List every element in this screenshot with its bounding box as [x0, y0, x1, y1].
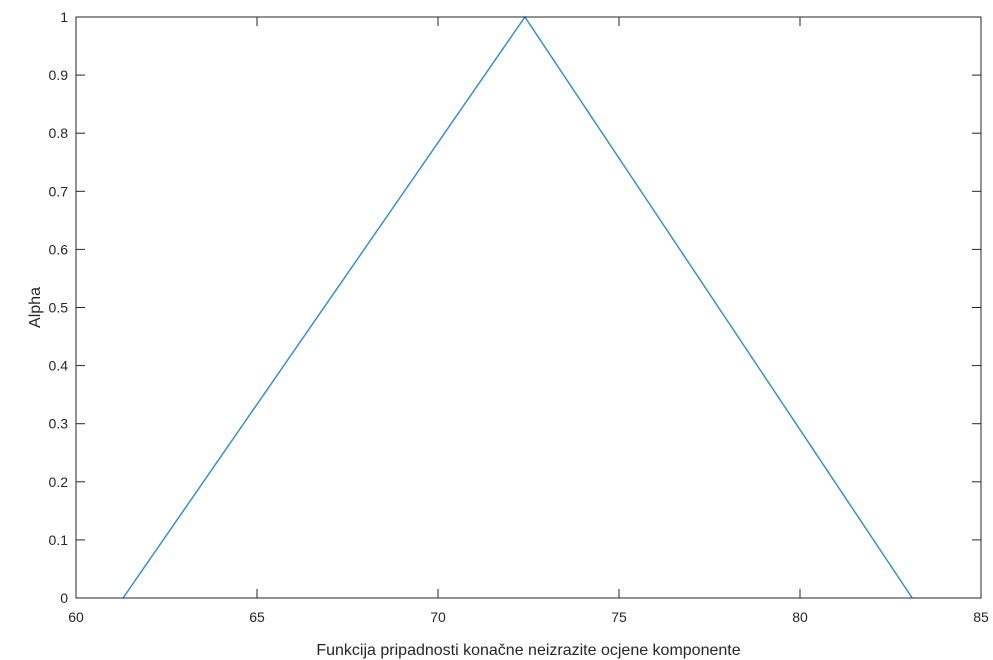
y-tick-label: 0.8 [49, 125, 69, 141]
y-tick-label: 0.2 [49, 474, 69, 490]
x-tick-label: 65 [249, 609, 265, 625]
x-tick-label: 85 [973, 609, 989, 625]
y-tick-label: 0.6 [49, 241, 69, 257]
x-axis-ticks: 60 65 70 75 80 85 [68, 17, 989, 625]
x-tick-label: 75 [611, 609, 627, 625]
x-tick-label: 80 [792, 609, 808, 625]
y-tick-label: 0.4 [49, 358, 69, 374]
y-tick-label: 0.9 [49, 67, 69, 83]
y-tick-label: 1 [60, 9, 68, 25]
x-tick-label: 60 [68, 609, 84, 625]
y-tick-label: 0.5 [49, 300, 69, 316]
x-tick-label: 70 [430, 609, 446, 625]
y-axis-label: Alpha [27, 287, 44, 328]
x-axis-label: Funkcija pripadnosti konačne neizrazite … [316, 642, 740, 659]
y-axis-ticks: 0 0.1 0.2 0.3 0.4 0.5 0.6 0.7 0.8 0.9 1 [49, 9, 981, 606]
y-tick-label: 0.3 [49, 416, 69, 432]
y-tick-label: 0.7 [49, 183, 69, 199]
y-tick-label: 0.1 [49, 532, 69, 548]
y-tick-label: 0 [60, 590, 68, 606]
